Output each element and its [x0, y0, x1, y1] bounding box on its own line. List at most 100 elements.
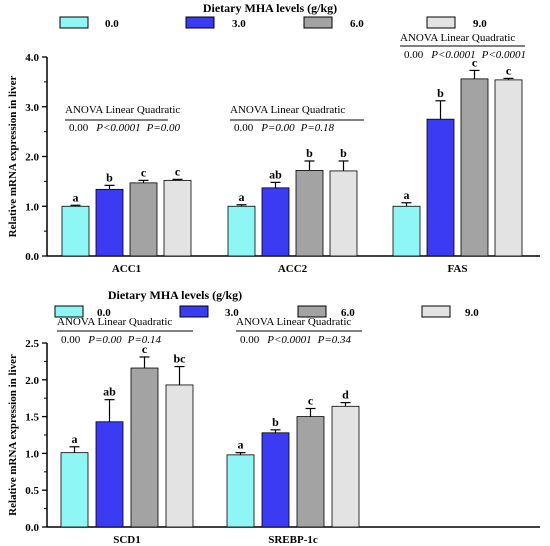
- bar: [95, 188, 124, 257]
- y-tick-label: 2.0: [25, 152, 39, 164]
- anova-value: 0.00: [240, 334, 260, 346]
- significance-letter: a: [239, 190, 245, 204]
- significance-letter: b: [272, 415, 279, 429]
- significance-letter: ab: [103, 385, 116, 399]
- anova-value: 0.00: [234, 122, 254, 134]
- y-axis-label: Relative mRNA expression in liver: [7, 76, 19, 238]
- anova-values: 0.00 P<0.0001 P=0.00: [69, 122, 181, 134]
- y-tick-label: 3.0: [25, 102, 39, 114]
- linear-value: P<0.0001: [95, 122, 140, 134]
- significance-letter: a: [73, 190, 79, 204]
- linear-value: P<0.0001: [430, 49, 475, 61]
- x-category-label: FAS: [448, 263, 468, 275]
- legend-label: 0.0: [97, 307, 111, 319]
- significance-letter: b: [306, 146, 313, 160]
- anova-header: ANOVA Linear Quadratic: [65, 104, 180, 116]
- anova-value: 0.00: [61, 334, 81, 346]
- y-tick-label: 0.0: [25, 251, 39, 263]
- bar: [129, 182, 158, 257]
- bar: [61, 205, 90, 257]
- legend-label: 3.0: [225, 307, 239, 319]
- bar: [426, 118, 455, 257]
- legend-label: 0.0: [105, 18, 119, 30]
- linear-value: P<0.0001: [266, 334, 311, 346]
- anova-values: 0.00 P<0.0001 P=0.34: [240, 334, 352, 346]
- quadratic-value: P=0.18: [300, 122, 335, 134]
- significance-letter: c: [175, 164, 181, 178]
- significance-letter: bc: [174, 352, 187, 366]
- y-tick-label: 0.5: [25, 485, 39, 497]
- significance-letter: c: [506, 63, 512, 77]
- bar: [392, 205, 421, 257]
- chart-panel-1: Dietary MHA levels (g/kg) 0.0 3.0 6.0 9.0 0.0…: [7, 1, 540, 275]
- legend-label: 3.0: [232, 18, 246, 30]
- anova-value: 0.00: [404, 49, 424, 61]
- significance-letter: c: [142, 342, 148, 356]
- y-tick-label: 0.0: [25, 522, 39, 534]
- legend-label: 9.0: [473, 18, 487, 30]
- quadratic-value: P=0.14: [127, 334, 162, 346]
- bar: [261, 432, 290, 528]
- bar: [329, 170, 358, 257]
- legend-label: 6.0: [350, 18, 364, 30]
- bar: [163, 179, 192, 257]
- legend-label: 6.0: [341, 307, 355, 319]
- y-tick-label: 2.0: [25, 375, 39, 387]
- significance-letter: c: [141, 165, 147, 179]
- x-category-label: SCD1: [113, 534, 141, 546]
- bar: [331, 405, 360, 528]
- anova-value: 0.00: [69, 122, 89, 134]
- anova-values: 0.00 P<0.0001 P<0.0001: [404, 49, 526, 61]
- anova-header: ANOVA Linear Quadratic: [400, 32, 515, 44]
- legend-swatch: [303, 16, 333, 29]
- y-axis-label: Relative mRNA expression in liver: [7, 354, 19, 516]
- y-tick-label: 1.5: [25, 412, 39, 424]
- anova-header: ANOVA Linear Quadratic: [236, 316, 351, 328]
- legend-title: Dietary MHA levels (g/kg): [108, 288, 242, 302]
- significance-letter: b: [106, 170, 113, 184]
- x-category-label: ACC2: [278, 263, 308, 275]
- legend-swatch: [426, 16, 456, 29]
- anova-header: ANOVA Linear Quadratic: [230, 104, 345, 116]
- bar: [130, 367, 159, 528]
- significance-letter: a: [238, 438, 244, 452]
- legend-swatch: [185, 16, 215, 29]
- bar: [261, 187, 290, 257]
- anova-header: ANOVA Linear Quadratic: [57, 316, 172, 328]
- quadratic-value: P=0.00: [146, 122, 181, 134]
- linear-value: P=0.00: [87, 334, 122, 346]
- x-category-label: SREBP-1c: [268, 534, 318, 546]
- quadratic-value: P<0.0001: [481, 49, 526, 61]
- anova-values: 0.00 P=0.00 P=0.18: [234, 122, 335, 134]
- linear-value: P=0.00: [260, 122, 295, 134]
- legend-swatch: [421, 305, 451, 318]
- legend-swatch: [54, 305, 84, 318]
- legend-swatch: [179, 305, 209, 318]
- chart-panel-2: Dietary MHA levels (g/kg) 0.0 3.0 6.0 9.0 0.0…: [7, 288, 540, 546]
- significance-letter: d: [342, 388, 349, 402]
- legend-label: 9.0: [465, 307, 479, 319]
- significance-letter: c: [308, 394, 314, 408]
- x-category-label: ACC1: [112, 263, 141, 275]
- significance-letter: b: [340, 146, 347, 160]
- y-tick-label: 2.5: [25, 338, 39, 350]
- legend-title: Dietary MHA levels (g/kg): [203, 1, 337, 15]
- significance-letter: ab: [269, 167, 282, 181]
- bar: [227, 205, 256, 257]
- significance-letter: c: [472, 55, 478, 69]
- quadratic-value: P=0.34: [317, 334, 352, 346]
- bar: [295, 170, 324, 257]
- bar: [165, 384, 194, 528]
- bar: [226, 454, 255, 528]
- legend-swatch: [297, 305, 327, 318]
- bar: [60, 452, 89, 528]
- bar: [95, 421, 124, 528]
- significance-letter: a: [404, 188, 410, 202]
- bar: [494, 79, 523, 257]
- y-tick-label: 1.0: [25, 201, 39, 213]
- significance-letter: a: [72, 432, 78, 446]
- bar: [296, 416, 325, 528]
- legend-swatch: [59, 16, 89, 29]
- significance-letter: b: [437, 86, 444, 100]
